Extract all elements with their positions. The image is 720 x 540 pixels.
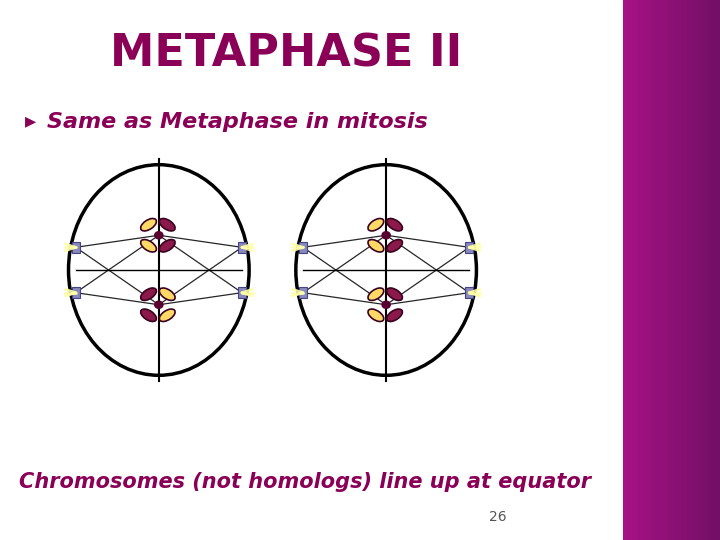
Bar (649, 0, 652, 540)
Bar (669, 0, 672, 540)
Bar (693, 0, 696, 540)
Bar (674, 0, 676, 540)
Ellipse shape (387, 288, 402, 300)
FancyBboxPatch shape (465, 242, 473, 253)
Bar (625, 0, 628, 540)
FancyBboxPatch shape (238, 242, 246, 253)
Ellipse shape (368, 309, 384, 321)
Bar (690, 0, 693, 540)
Bar (676, 0, 679, 540)
FancyBboxPatch shape (299, 242, 307, 253)
Bar (654, 0, 657, 540)
Ellipse shape (387, 219, 402, 231)
Ellipse shape (159, 309, 175, 321)
Bar (635, 0, 637, 540)
Circle shape (382, 232, 390, 239)
Bar (701, 0, 703, 540)
Ellipse shape (140, 240, 156, 252)
Bar (703, 0, 706, 540)
Ellipse shape (368, 288, 384, 300)
Bar (660, 0, 662, 540)
Bar (644, 0, 647, 540)
Bar (647, 0, 649, 540)
Bar (664, 0, 667, 540)
FancyBboxPatch shape (299, 287, 307, 298)
FancyBboxPatch shape (72, 242, 80, 253)
Ellipse shape (159, 288, 175, 300)
Bar (652, 0, 654, 540)
Bar (708, 0, 711, 540)
FancyBboxPatch shape (238, 287, 246, 298)
Bar (642, 0, 645, 540)
Bar (637, 0, 640, 540)
Bar (657, 0, 660, 540)
Bar (681, 0, 684, 540)
Bar (679, 0, 681, 540)
Ellipse shape (368, 219, 384, 231)
Ellipse shape (368, 240, 384, 252)
Ellipse shape (68, 165, 249, 375)
Text: Chromosomes (not homologs) line up at equator: Chromosomes (not homologs) line up at eq… (19, 471, 590, 492)
Ellipse shape (159, 219, 175, 231)
Bar (633, 0, 635, 540)
Text: METAPHASE II: METAPHASE II (110, 32, 463, 76)
Bar (662, 0, 665, 540)
Bar (698, 0, 701, 540)
Bar (640, 0, 642, 540)
FancyBboxPatch shape (72, 287, 80, 298)
Bar (696, 0, 698, 540)
Bar (630, 0, 633, 540)
Ellipse shape (140, 288, 156, 300)
Circle shape (382, 301, 390, 308)
Ellipse shape (140, 309, 156, 321)
Bar (718, 0, 720, 540)
Bar (715, 0, 718, 540)
Bar (628, 0, 630, 540)
Bar (683, 0, 686, 540)
Bar (713, 0, 715, 540)
Bar (671, 0, 674, 540)
Circle shape (155, 301, 163, 308)
Bar (688, 0, 691, 540)
Bar (706, 0, 708, 540)
Text: Same as Metaphase in mitosis: Same as Metaphase in mitosis (47, 111, 428, 132)
Text: ▸: ▸ (25, 111, 36, 132)
Bar (710, 0, 713, 540)
Bar (667, 0, 669, 540)
Text: 26: 26 (490, 510, 507, 524)
Ellipse shape (387, 309, 402, 321)
FancyBboxPatch shape (465, 287, 473, 298)
Bar (623, 0, 626, 540)
Ellipse shape (140, 219, 156, 231)
Ellipse shape (387, 240, 402, 252)
Circle shape (155, 232, 163, 239)
Ellipse shape (159, 240, 175, 252)
Ellipse shape (296, 165, 477, 375)
Bar (686, 0, 688, 540)
